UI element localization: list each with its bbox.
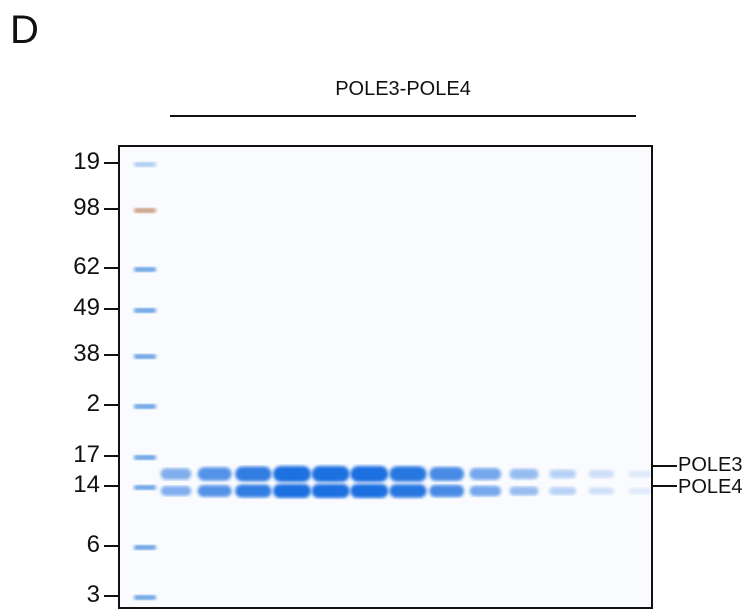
pole4-label: POLE4 bbox=[678, 476, 743, 498]
marker-label: 14 bbox=[73, 471, 100, 498]
marker-label: 19 bbox=[73, 148, 100, 175]
pole4-band bbox=[197, 485, 232, 497]
marker-label: 3 bbox=[86, 581, 100, 608]
pole4-band bbox=[311, 484, 350, 498]
ladder-band bbox=[134, 545, 156, 550]
marker-tick bbox=[104, 308, 118, 310]
ladder-band bbox=[134, 267, 156, 272]
pole4-band bbox=[160, 486, 192, 496]
pole4-band bbox=[588, 487, 614, 495]
ladder-band bbox=[134, 162, 156, 167]
marker-tick bbox=[104, 404, 118, 406]
panel-letter: D bbox=[10, 8, 39, 52]
sample-label: POLE3-POLE4 bbox=[335, 78, 471, 100]
pole3-band bbox=[588, 470, 614, 478]
marker-tick bbox=[104, 595, 118, 597]
pole3-band bbox=[389, 466, 427, 482]
pole4-tick bbox=[653, 485, 677, 487]
marker-label: 62 bbox=[73, 253, 100, 280]
pole3-band bbox=[197, 467, 232, 481]
pole4-band bbox=[628, 487, 651, 495]
pole3-band bbox=[273, 466, 311, 482]
pole3-label: POLE3 bbox=[678, 454, 743, 476]
ladder-band bbox=[134, 354, 156, 359]
pole3-band bbox=[429, 467, 465, 481]
marker-tick bbox=[104, 162, 118, 164]
ladder-band bbox=[134, 404, 156, 409]
marker-tick bbox=[104, 485, 118, 487]
pole4-band bbox=[469, 485, 502, 497]
marker-label: 2 bbox=[86, 390, 100, 417]
pole4-band bbox=[389, 484, 427, 498]
pole3-band bbox=[628, 470, 651, 478]
marker-label: 49 bbox=[73, 294, 100, 321]
pole4-band bbox=[509, 486, 539, 496]
pole3-band bbox=[160, 468, 192, 480]
pole3-tick bbox=[653, 465, 677, 467]
marker-tick bbox=[104, 545, 118, 547]
pole4-band bbox=[549, 487, 577, 495]
ladder-band bbox=[134, 308, 156, 313]
pole3-band bbox=[311, 466, 350, 482]
ladder-band bbox=[134, 208, 156, 213]
pole4-band bbox=[429, 484, 465, 498]
pole3-band bbox=[235, 466, 272, 482]
pole4-band bbox=[235, 484, 272, 498]
pole3-band bbox=[509, 468, 539, 480]
ladder-band bbox=[134, 595, 156, 600]
marker-tick bbox=[104, 208, 118, 210]
pole4-band bbox=[273, 484, 311, 498]
marker-tick bbox=[104, 267, 118, 269]
pole3-band bbox=[350, 466, 389, 482]
marker-tick bbox=[104, 354, 118, 356]
marker-label: 38 bbox=[73, 340, 100, 367]
gel-svg bbox=[134, 162, 651, 600]
gel-image bbox=[118, 145, 653, 609]
marker-label: 17 bbox=[73, 441, 100, 468]
pole4-band bbox=[350, 484, 389, 498]
marker-label: 6 bbox=[86, 531, 100, 558]
ladder-band bbox=[134, 485, 156, 490]
marker-label: 98 bbox=[73, 194, 100, 221]
marker-tick bbox=[104, 455, 118, 457]
pole3-band bbox=[549, 469, 577, 479]
ladder-band bbox=[134, 455, 156, 460]
pole3-band bbox=[469, 468, 502, 480]
sample-bracket-line bbox=[170, 115, 636, 117]
